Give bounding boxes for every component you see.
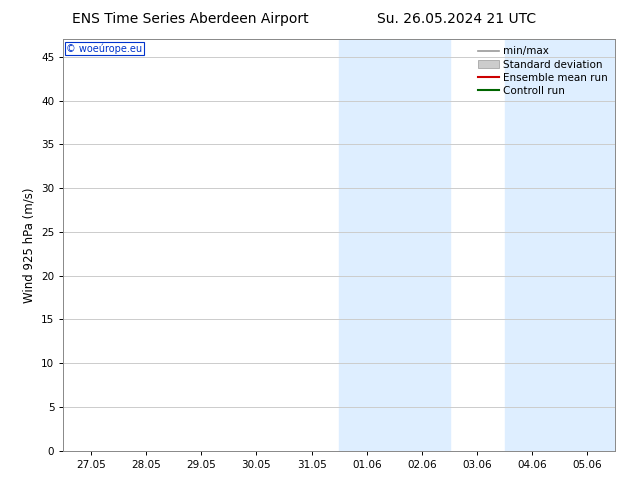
Text: Su. 26.05.2024 21 UTC: Su. 26.05.2024 21 UTC <box>377 12 536 26</box>
Bar <box>339 39 394 451</box>
Bar <box>394 39 450 451</box>
Text: © woeúrope.eu: © woeúrope.eu <box>66 43 142 54</box>
Bar <box>505 39 560 451</box>
Legend: min/max, Standard deviation, Ensemble mean run, Controll run: min/max, Standard deviation, Ensemble me… <box>474 42 612 100</box>
Bar <box>560 39 615 451</box>
Text: ENS Time Series Aberdeen Airport: ENS Time Series Aberdeen Airport <box>72 12 309 26</box>
Y-axis label: Wind 925 hPa (m/s): Wind 925 hPa (m/s) <box>23 187 36 303</box>
